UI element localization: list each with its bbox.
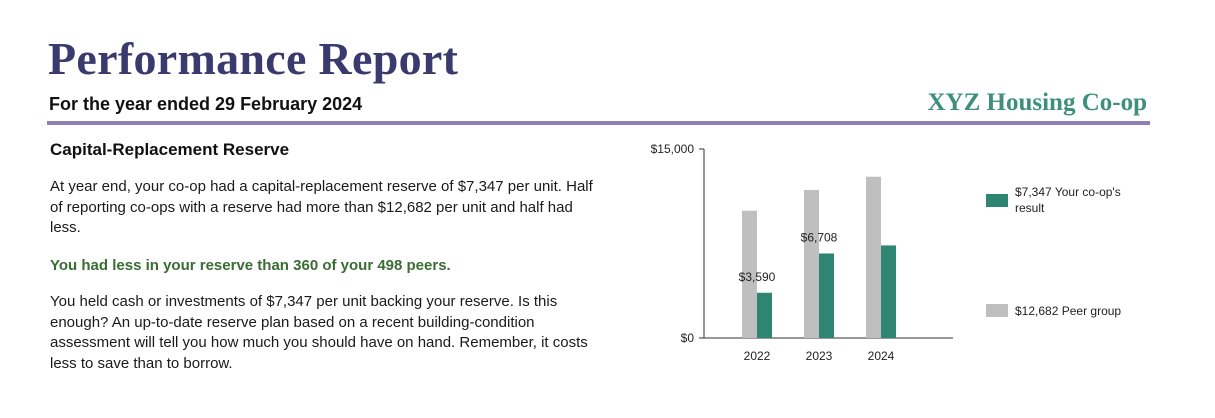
legend-label-peer: $12,682 Peer group — [1015, 304, 1121, 318]
reserve-summary-paragraph: At year end, your co-op had a capital-re… — [50, 178, 593, 236]
legend-swatch-coop — [986, 194, 1008, 207]
organization-name: XYZ Housing Co-op — [927, 89, 1148, 116]
bar-data-label: $6,708 — [801, 230, 838, 244]
section-title: Capital-Replacement Reserve — [50, 140, 290, 159]
coop-result-bar — [757, 292, 772, 338]
x-tick-label: 2023 — [806, 349, 833, 363]
peer-comparison-highlight: You had less in your reserve than 360 of… — [50, 257, 451, 274]
coop-result-bar — [881, 245, 896, 338]
x-tick-label: 2024 — [868, 349, 895, 363]
x-tick-label: 2022 — [744, 349, 771, 363]
peer-group-bar — [804, 189, 819, 338]
header-divider — [47, 121, 1150, 125]
legend-swatch-peer — [986, 304, 1008, 317]
peer-group-bar — [866, 176, 881, 338]
reserve-advice-paragraph: You held cash or investments of $7,347 p… — [50, 293, 588, 372]
y-tick-label: $0 — [681, 331, 695, 345]
report-title: Performance Report — [48, 33, 459, 84]
y-tick-label: $15,000 — [651, 142, 695, 156]
reserve-bar-chart: $0 $15,000 2022 2023 2024 $3,590 $6,708 $7,347 … — [651, 142, 1122, 363]
legend-label-coop: $7,347 Your co-op's result — [1015, 185, 1121, 215]
report-period: For the year ended 29 February 2024 — [49, 94, 363, 114]
peer-group-bar — [742, 210, 757, 338]
coop-result-bar — [819, 253, 834, 338]
bar-data-label: $3,590 — [739, 270, 776, 284]
